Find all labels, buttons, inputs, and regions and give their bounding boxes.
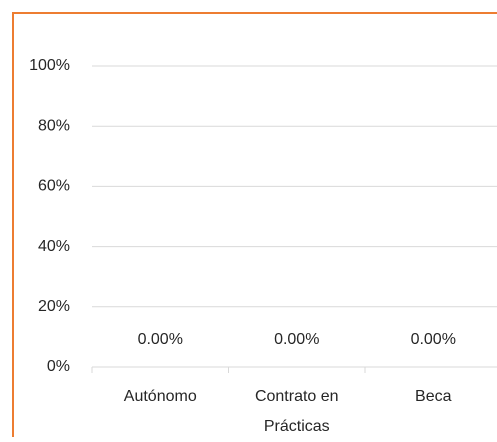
data-label: 0.00% — [411, 331, 456, 348]
data-label: 0.00% — [138, 331, 183, 348]
y-tick-label: 100% — [29, 57, 70, 74]
y-tick-label: 80% — [38, 117, 70, 134]
x-tick-label: Contrato en Prácticas — [254, 388, 339, 435]
y-tick-label: 0% — [47, 358, 70, 375]
x-tick-label: Autónomo — [123, 388, 197, 405]
data-label: 0.00% — [274, 331, 319, 348]
y-tick-label: 40% — [38, 238, 70, 255]
x-tick-label: Beca — [415, 388, 452, 405]
y-tick-label: 20% — [38, 298, 70, 315]
y-tick-label: 60% — [38, 178, 70, 195]
